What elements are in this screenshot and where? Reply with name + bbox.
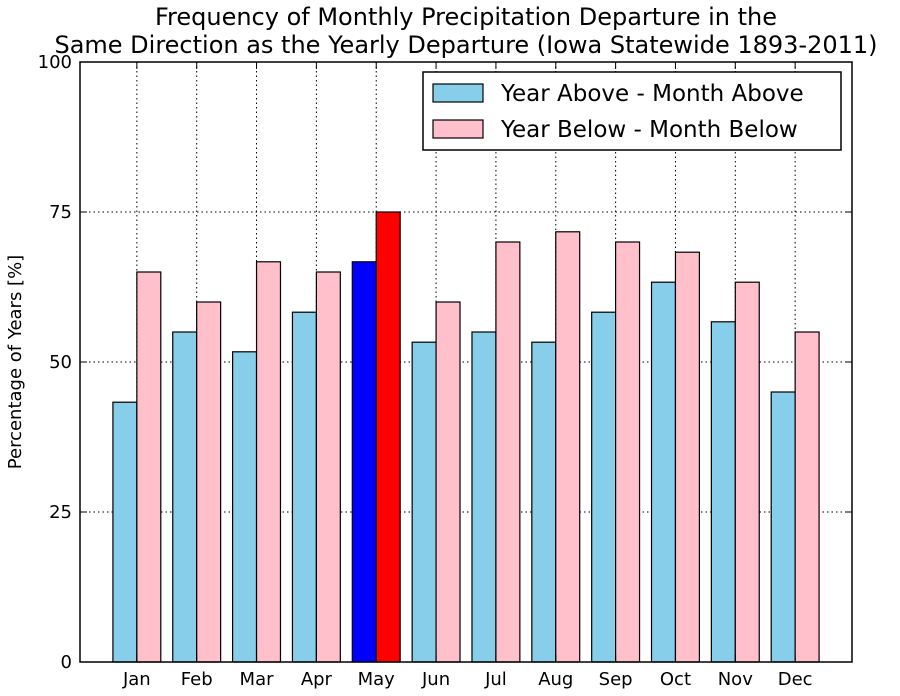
x-tick-label-aug: Aug: [538, 669, 573, 690]
bar-oct-year-below: [674, 251, 700, 663]
bar-mar-year-above: [232, 351, 258, 663]
bar-dec-year-above: [770, 391, 796, 663]
x-tick-label-nov: Nov: [718, 669, 753, 690]
y-tick-label-50: 50: [49, 352, 72, 373]
legend-box: [422, 71, 842, 151]
bar-aug-year-below: [555, 231, 581, 663]
bar-nov-year-below: [734, 281, 760, 663]
y-tick-label-75: 75: [49, 202, 72, 223]
bar-sep-year-below: [615, 241, 641, 663]
bar-dec-year-below: [794, 331, 820, 663]
y-tick-label-25: 25: [49, 502, 72, 523]
legend: Year Above - Month Above Year Below - Mo…: [422, 71, 842, 151]
bar-sep-year-above: [591, 311, 617, 663]
bar-aug-year-above: [531, 341, 557, 663]
bar-apr-year-below: [315, 271, 341, 663]
bar-mar-year-below: [255, 261, 282, 663]
legend-label-year-above: Year Above - Month Above: [500, 81, 804, 107]
legend-swatch-year-below: [432, 119, 484, 139]
chart-title: Frequency of Monthly Precipitation Depar…: [54, 3, 877, 59]
x-tick-label-jan: Jan: [122, 669, 151, 690]
x-tick-label-jun: Jun: [421, 669, 450, 690]
bar-nov-year-above: [710, 321, 736, 663]
bar-may-year-below: [375, 211, 401, 663]
x-tick-label-may: May: [358, 669, 396, 690]
chart-title-line-1: Frequency of Monthly Precipitation Depar…: [155, 3, 777, 31]
legend-swatch-year-above: [432, 83, 484, 103]
bar-jun-year-below: [435, 301, 461, 663]
bar-feb-year-above: [172, 331, 198, 663]
y-axis-label: Percentage of Years [%]: [5, 255, 26, 469]
y-tick-label-100: 100: [38, 52, 72, 73]
bar-oct-year-above: [650, 281, 677, 663]
bar-feb-year-below: [196, 301, 222, 663]
bar-jan-year-below: [136, 271, 162, 663]
x-tick-label-sep: Sep: [599, 669, 633, 690]
x-tick-label-apr: Apr: [301, 669, 333, 690]
bar-jul-year-above: [471, 331, 497, 663]
x-tick-label-oct: Oct: [660, 669, 691, 690]
chart-title-line-2: Same Direction as the Yearly Departure (…: [54, 31, 877, 59]
bar-jul-year-below: [495, 241, 521, 663]
x-tick-label-feb: Feb: [181, 669, 213, 690]
bars: [112, 211, 820, 663]
bar-jun-year-above: [411, 341, 437, 663]
axis-ticks: 0 25 50 75 100 Jan Feb Mar Apr May Jun Jul Aug Sep Oct…: [38, 52, 852, 690]
legend-label-year-below: Year Below - Month Below: [500, 117, 798, 143]
x-tick-label-dec: Dec: [778, 669, 813, 690]
y-tick-label-0: 0: [61, 652, 72, 673]
bar-jan-year-above: [112, 401, 138, 663]
bar-apr-year-above: [291, 311, 317, 663]
x-tick-label-jul: Jul: [484, 669, 507, 690]
bar-may-year-above: [351, 261, 377, 663]
x-tick-label-mar: Mar: [240, 669, 275, 690]
